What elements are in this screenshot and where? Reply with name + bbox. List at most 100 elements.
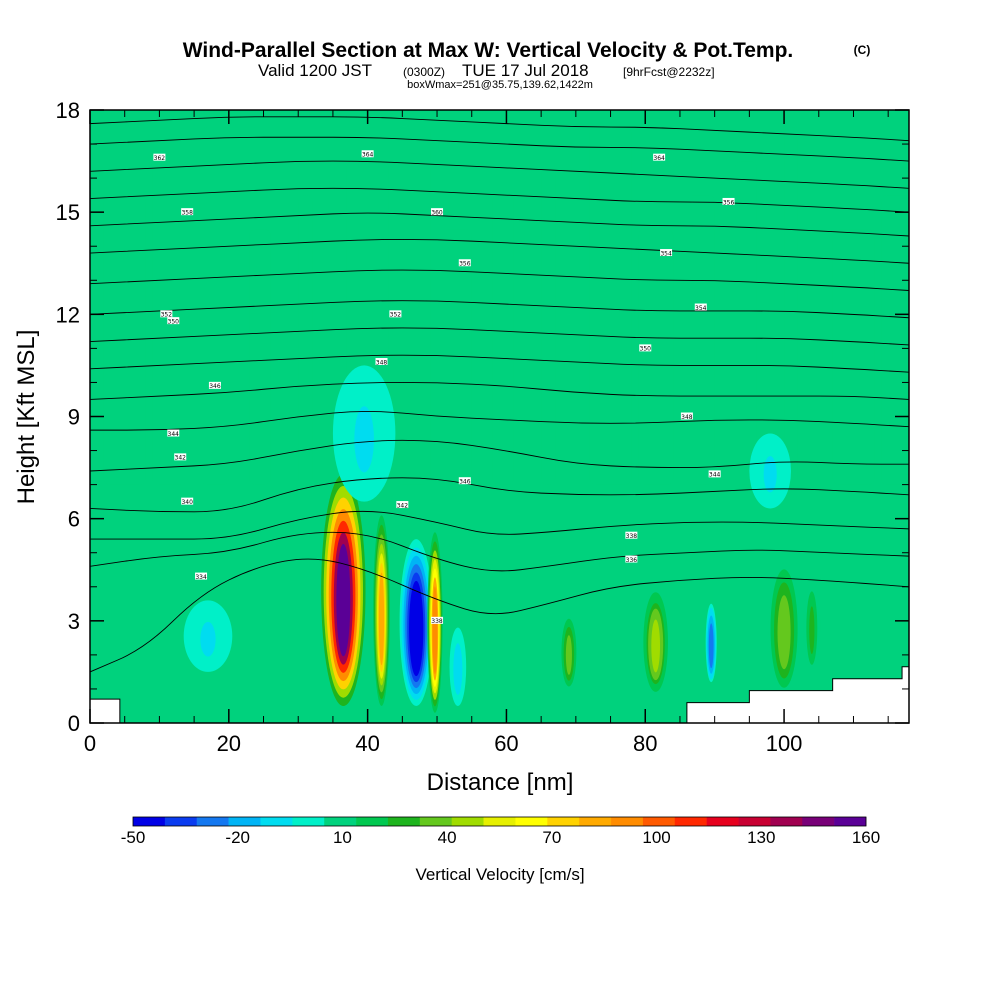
w-cell: [410, 589, 422, 671]
x-tick-label: 40: [355, 731, 379, 756]
contour-label-bg: [208, 381, 221, 389]
theta-contour: [90, 160, 909, 189]
theta-contour: [90, 136, 909, 162]
colorbar-swatch: [834, 817, 867, 826]
colorbar-tick-label: 40: [438, 828, 457, 847]
theta-contour: [90, 354, 909, 373]
theta-contour: [90, 510, 909, 540]
x-tick-label: 80: [633, 731, 657, 756]
w-streak: [832, 229, 875, 485]
contour-label: 354: [660, 250, 672, 257]
w-cell: [200, 621, 216, 657]
contour-label: 352: [161, 312, 173, 319]
colorbar-swatch: [324, 817, 357, 826]
valid-time-prefix: Valid 1200 JST: [258, 61, 372, 80]
contour-label: 340: [181, 499, 193, 506]
colorbar-swatch: [164, 817, 198, 826]
contour-label: 356: [459, 261, 471, 268]
colorbar-swatch: [483, 817, 516, 826]
contour-label-bg: [167, 317, 180, 325]
contour-label: 342: [397, 502, 409, 509]
colorbar-swatch: [547, 817, 580, 826]
colorbar-swatch: [292, 817, 325, 826]
colorbar-tick-label: 100: [642, 828, 670, 847]
chart-title: Wind-Parallel Section at Max W: Vertical…: [183, 39, 794, 62]
w-cell: [432, 586, 438, 675]
contour-label-bg: [181, 497, 194, 505]
w-cell: [709, 627, 713, 666]
w-cell: [336, 543, 351, 657]
colorbar-tick-label: 10: [333, 828, 352, 847]
colorbar-swatch: [579, 817, 612, 826]
y-axis-title: Height [Kft MSL]: [13, 330, 40, 505]
y-tick-label: 3: [68, 609, 80, 634]
contour-label-bg: [195, 572, 208, 580]
valid-time-utc: (0300Z): [403, 65, 445, 79]
w-streak: [589, 127, 632, 485]
contour-label-bg: [431, 208, 444, 216]
y-axis: 0 3 6 9 12 15 18: [56, 98, 909, 736]
colorbar-tick-label: 130: [747, 828, 775, 847]
contour-label: 344: [168, 431, 180, 438]
contour-label: 358: [181, 209, 193, 216]
contour-label: 342: [175, 455, 187, 462]
contour-label: 362: [154, 155, 166, 162]
w-cell: [763, 456, 777, 493]
colorbar-swatch: [802, 817, 835, 826]
w-streak: [249, 229, 271, 485]
w-streak: [395, 127, 431, 485]
contour-label-bg: [625, 555, 638, 563]
w-streak: [298, 195, 313, 485]
colorbar-swatch: [706, 817, 739, 826]
colorbar-tick-label: -20: [225, 828, 250, 847]
y-tick-label: 9: [68, 405, 80, 430]
x-axis: 0 20 40 60 80 100: [84, 110, 889, 756]
contour-label: 346: [209, 383, 221, 390]
contour-label-bg: [431, 616, 444, 624]
contour-label-bg: [660, 249, 673, 257]
w-cell: [565, 635, 572, 675]
colorbar-swatch: [260, 817, 293, 826]
theta-contour: [90, 410, 909, 431]
contour-label-bg: [396, 501, 409, 509]
contour-label: 350: [168, 318, 180, 325]
theta-contour: [90, 212, 909, 237]
colorbar-swatch: [419, 817, 452, 826]
contour-label-bg: [389, 310, 402, 318]
theta-contour: [90, 477, 909, 513]
contour-label-bg: [639, 344, 652, 352]
colorbar-tick-label: 160: [852, 828, 880, 847]
colorbar-swatch: [515, 817, 548, 826]
contour-label: 352: [390, 312, 402, 319]
w-field-cells: [183, 365, 821, 713]
contour-label: 356: [723, 199, 735, 206]
colorbar-swatch: [228, 817, 261, 826]
contour-label-bg: [625, 531, 638, 539]
contour-label: 344: [709, 472, 721, 479]
w-streak: [541, 161, 556, 485]
theta-contour: [90, 439, 909, 472]
contour-label-bg: [167, 429, 180, 437]
w-streak: [686, 195, 715, 485]
colorbar-tick-label: 70: [542, 828, 561, 847]
colorbar-swatch: [133, 817, 166, 826]
theta-contour: [90, 116, 909, 142]
contour-label: 334: [195, 574, 207, 581]
contour-label-bg: [694, 303, 707, 311]
contour-label-bg: [153, 153, 166, 161]
colorbar-swatch: [356, 817, 389, 826]
contour-label-bg: [680, 412, 693, 420]
w-streak: [784, 127, 798, 485]
contour-label: 364: [362, 152, 374, 159]
copyright-mark: (C): [854, 43, 871, 57]
w-cell: [354, 406, 374, 473]
contour-label-bg: [458, 477, 471, 485]
box-wmax-info: boxWmax=251@35.75,139.62,1422m: [407, 79, 593, 91]
colorbar-swatch: [738, 817, 771, 826]
contour-label: 348: [681, 414, 693, 421]
colorbar-tick-label: -50: [121, 828, 146, 847]
contour-label-bg: [722, 197, 735, 205]
